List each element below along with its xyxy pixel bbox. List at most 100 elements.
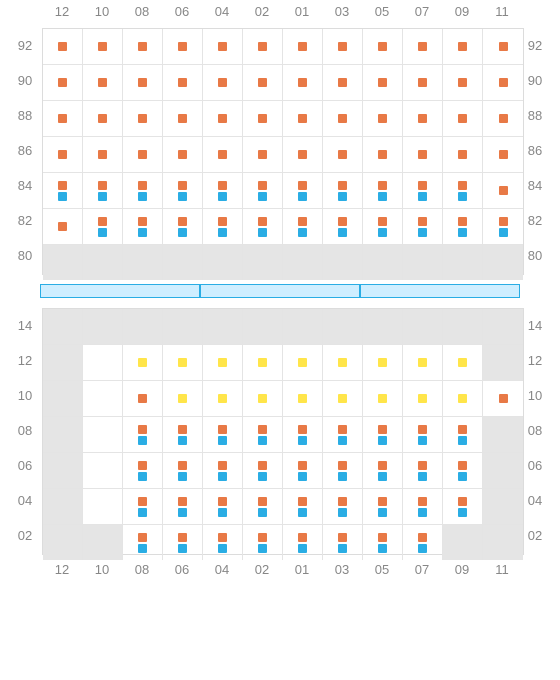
seat-cell[interactable] [243,525,283,560]
seat-cell[interactable] [163,381,203,416]
seat-cell[interactable] [243,173,283,208]
seat-cell[interactable] [323,381,363,416]
seat-cell[interactable] [203,209,243,244]
seat-cell[interactable] [83,101,123,136]
seat-cell[interactable] [323,137,363,172]
seat-cell[interactable] [203,453,243,488]
seat-cell[interactable] [203,489,243,524]
seat-cell[interactable] [323,345,363,380]
seat-cell[interactable] [323,173,363,208]
seat-cell[interactable] [163,345,203,380]
seat-cell[interactable] [43,29,83,64]
seat-cell[interactable] [363,101,403,136]
seat-cell[interactable] [283,173,323,208]
seat-cell[interactable] [123,137,163,172]
seat-cell[interactable] [123,381,163,416]
seat-cell[interactable] [283,345,323,380]
seat-cell[interactable] [163,417,203,452]
seat-cell[interactable] [203,65,243,100]
seat-cell[interactable] [123,101,163,136]
seat-cell[interactable] [403,381,443,416]
seat-cell[interactable] [403,453,443,488]
seat-cell[interactable] [283,29,323,64]
seat-cell[interactable] [483,101,523,136]
seat-cell[interactable] [323,101,363,136]
seat-cell[interactable] [403,101,443,136]
seat-cell[interactable] [323,489,363,524]
seat-cell[interactable] [363,417,403,452]
seat-cell[interactable] [403,489,443,524]
seat-cell[interactable] [123,489,163,524]
seat-cell[interactable] [283,137,323,172]
seat-cell[interactable] [203,381,243,416]
seat-cell[interactable] [483,209,523,244]
seat-cell[interactable] [363,137,403,172]
seat-cell[interactable] [403,345,443,380]
seat-cell[interactable] [203,29,243,64]
seat-cell[interactable] [243,489,283,524]
seat-cell[interactable] [83,65,123,100]
seat-cell[interactable] [363,381,403,416]
seat-cell[interactable] [243,137,283,172]
seat-cell[interactable] [483,29,523,64]
seat-cell[interactable] [43,65,83,100]
seat-cell[interactable] [163,173,203,208]
seat-cell[interactable] [163,209,203,244]
seat-cell[interactable] [203,173,243,208]
seat-cell[interactable] [243,101,283,136]
seat-cell[interactable] [123,525,163,560]
seat-cell[interactable] [83,29,123,64]
seat-cell[interactable] [443,417,483,452]
seat-cell[interactable] [283,65,323,100]
seat-cell[interactable] [323,29,363,64]
seat-cell[interactable] [443,381,483,416]
seat-cell[interactable] [243,345,283,380]
seat-cell[interactable] [163,489,203,524]
seat-cell[interactable] [43,137,83,172]
seat-cell[interactable] [363,209,403,244]
seat-cell[interactable] [323,65,363,100]
seat-cell[interactable] [483,173,523,208]
seat-cell[interactable] [283,525,323,560]
seat-cell[interactable] [43,101,83,136]
seat-cell[interactable] [243,417,283,452]
seat-cell[interactable] [203,417,243,452]
seat-cell[interactable] [323,417,363,452]
seat-cell[interactable] [83,209,123,244]
seat-cell[interactable] [403,65,443,100]
seat-cell[interactable] [203,137,243,172]
seat-cell[interactable] [363,489,403,524]
seat-cell[interactable] [443,101,483,136]
seat-cell[interactable] [283,489,323,524]
seat-cell[interactable] [323,525,363,560]
seat-cell[interactable] [443,29,483,64]
seat-cell[interactable] [363,65,403,100]
seat-cell[interactable] [403,417,443,452]
seat-cell[interactable] [83,173,123,208]
seat-cell[interactable] [83,137,123,172]
seat-cell[interactable] [363,525,403,560]
seat-cell[interactable] [443,453,483,488]
seat-cell[interactable] [363,29,403,64]
seat-cell[interactable] [123,345,163,380]
seat-cell[interactable] [123,65,163,100]
seat-cell[interactable] [243,453,283,488]
seat-cell[interactable] [123,453,163,488]
seat-cell[interactable] [123,417,163,452]
seat-cell[interactable] [403,173,443,208]
seat-cell[interactable] [283,417,323,452]
seat-cell[interactable] [203,525,243,560]
seat-cell[interactable] [123,209,163,244]
seat-cell[interactable] [43,209,83,244]
seat-cell[interactable] [323,209,363,244]
seat-cell[interactable] [163,65,203,100]
seat-cell[interactable] [163,101,203,136]
seat-cell[interactable] [123,29,163,64]
seat-cell[interactable] [203,345,243,380]
seat-cell[interactable] [403,29,443,64]
seat-cell[interactable] [283,453,323,488]
seat-cell[interactable] [443,173,483,208]
seat-cell[interactable] [443,345,483,380]
seat-cell[interactable] [243,209,283,244]
seat-cell[interactable] [443,65,483,100]
